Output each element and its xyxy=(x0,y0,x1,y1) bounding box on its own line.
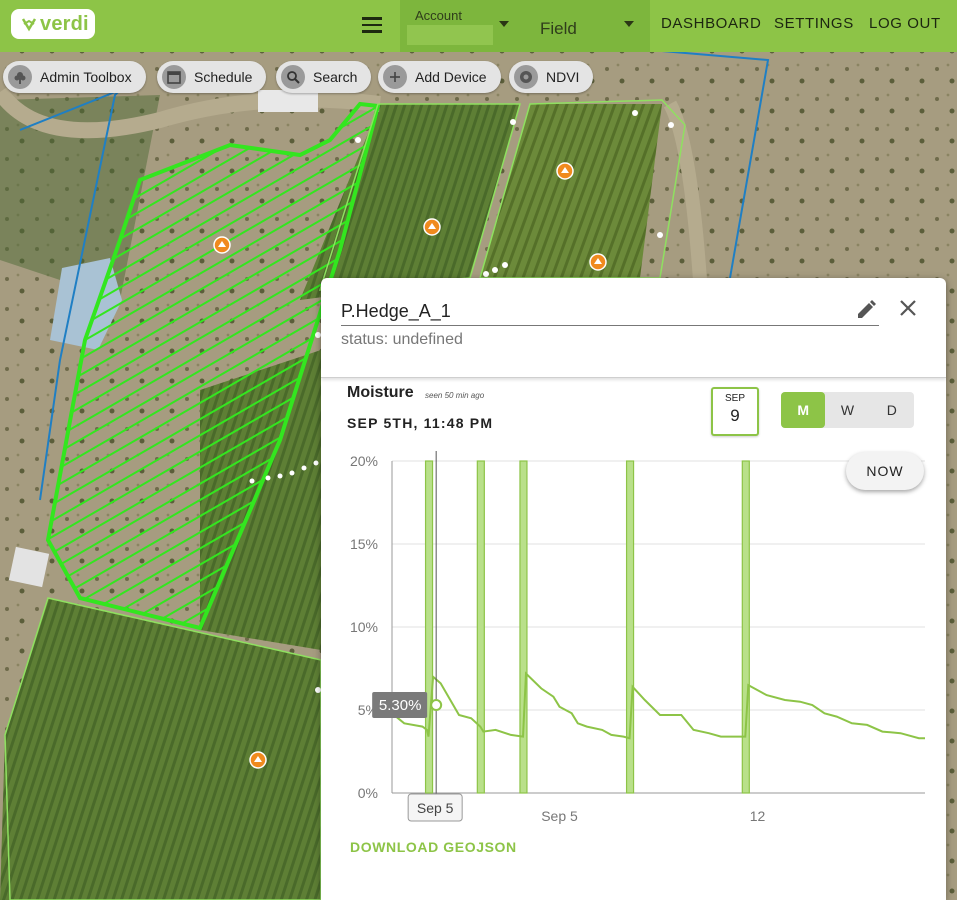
search-button[interactable]: Search xyxy=(276,61,372,93)
building xyxy=(8,546,50,588)
account-value xyxy=(407,25,493,45)
chip-label: Search xyxy=(313,69,358,85)
device-marker[interactable] xyxy=(423,218,441,236)
nav-dashboard[interactable]: DASHBOARD xyxy=(661,15,762,32)
cursor-date-box xyxy=(407,793,463,822)
device-marker[interactable] xyxy=(556,162,574,180)
chip-label: Schedule xyxy=(194,69,253,85)
range-week-button[interactable]: W xyxy=(840,402,855,418)
property-boundary xyxy=(649,49,770,279)
sensor-dots xyxy=(249,110,674,693)
vineyard-block xyxy=(480,104,662,278)
moisture-line xyxy=(391,671,925,740)
value-tooltip-text: 5.30% xyxy=(379,697,422,714)
logo[interactable]: verdi xyxy=(11,9,95,39)
irrigation-event-bar[interactable] xyxy=(476,460,485,794)
building xyxy=(258,90,318,112)
range-toggle: M W D xyxy=(781,392,914,428)
panel-header: status: undefined xyxy=(321,278,946,378)
logo-text: verdi xyxy=(40,12,89,35)
gear-icon xyxy=(514,65,538,89)
top-bar: verdi Account Field DASHBOARD SETTINGS L… xyxy=(0,0,957,52)
cursor-date-label: Sep 5 xyxy=(417,800,454,816)
chip-label: Add Device xyxy=(415,69,487,85)
property-boundary xyxy=(19,89,121,501)
device-marker[interactable] xyxy=(589,253,607,271)
field-outline[interactable] xyxy=(479,99,686,279)
search-icon xyxy=(281,65,305,89)
chevron-down-icon xyxy=(499,21,509,27)
date-picker-button[interactable]: SEP 9 xyxy=(711,387,759,436)
plus-icon xyxy=(383,65,407,89)
range-month-button[interactable]: M xyxy=(781,392,826,428)
field-value: Field xyxy=(540,19,577,38)
calendar-month: SEP xyxy=(724,393,745,404)
account-select[interactable]: Account xyxy=(400,0,518,52)
y-tick-label: 20% xyxy=(350,453,378,469)
chip-label: Admin Toolbox xyxy=(40,69,132,85)
add-device-button[interactable]: Add Device xyxy=(378,61,501,93)
device-marker[interactable] xyxy=(213,236,231,254)
irrigation-event-bar[interactable] xyxy=(625,460,635,794)
y-tick-label: 0% xyxy=(358,785,378,801)
irrigation-event-bar[interactable] xyxy=(741,460,750,794)
device-marker[interactable] xyxy=(249,751,267,769)
now-button[interactable]: NOW xyxy=(846,452,924,490)
device-status: status: undefined xyxy=(341,331,463,348)
reading-timestamp: SEP 5TH, 11:48 PM xyxy=(347,415,494,431)
field-outline[interactable] xyxy=(4,597,322,900)
x-tick-label: Sep 5 xyxy=(541,808,578,824)
close-icon[interactable] xyxy=(896,296,920,320)
nav-log-out[interactable]: LOG OUT xyxy=(869,15,941,32)
value-tooltip xyxy=(372,692,428,719)
calendar-day: 9 xyxy=(730,406,740,425)
account-label: Account xyxy=(415,8,462,23)
logo-icon xyxy=(21,18,37,32)
range-day-button[interactable]: D xyxy=(886,402,897,418)
flower-icon xyxy=(8,65,32,89)
metric-title: Moisture xyxy=(347,384,414,401)
nav-settings[interactable]: SETTINGS xyxy=(774,15,854,32)
field-select[interactable]: Field xyxy=(518,0,650,52)
admin-toolbox-button[interactable]: Admin Toolbox xyxy=(3,61,146,93)
edit-pencil-icon[interactable] xyxy=(854,298,878,322)
download-geojson-link[interactable]: DOWNLOAD GEOJSON xyxy=(350,839,517,855)
hamburger-menu-icon[interactable] xyxy=(359,12,385,38)
ndvi-button[interactable]: NDVI xyxy=(509,61,594,93)
irrigation-event-bar[interactable] xyxy=(424,460,434,794)
chevron-down-icon xyxy=(624,21,634,27)
y-tick-label: 10% xyxy=(350,619,378,635)
irrigation-event-bar[interactable] xyxy=(519,460,528,794)
vineyard-block xyxy=(300,104,520,300)
device-panel: status: undefined Moisture seen 50 min a… xyxy=(321,278,946,900)
vineyard-block xyxy=(0,598,321,900)
chip-label: NDVI xyxy=(546,69,580,85)
y-tick-label: 15% xyxy=(350,536,378,552)
device-name-field[interactable] xyxy=(341,298,879,326)
cursor-point xyxy=(430,699,443,712)
last-seen: seen 50 min ago xyxy=(425,391,485,400)
calendar-icon xyxy=(162,65,186,89)
schedule-button[interactable]: Schedule xyxy=(157,61,267,93)
x-tick-label: 12 xyxy=(750,808,766,824)
